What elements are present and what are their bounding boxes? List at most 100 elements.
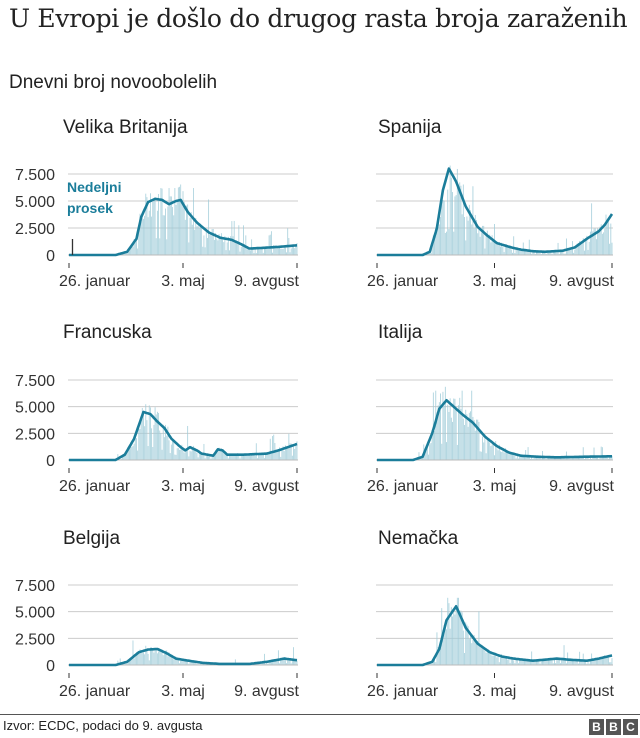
daily-bar: [202, 454, 204, 460]
daily-bar: [254, 455, 256, 460]
daily-bar: [250, 250, 251, 255]
daily-bar: [144, 654, 146, 665]
bbc-logo: B B C: [589, 719, 638, 735]
daily-bar: [193, 660, 194, 665]
daily-bar: [255, 443, 257, 460]
daily-bar: [512, 658, 513, 665]
daily-bar: [184, 219, 186, 255]
daily-bar: [585, 659, 587, 665]
daily-bar: [158, 194, 160, 255]
weekly-average-line: [68, 197, 298, 257]
daily-bar: [165, 424, 166, 460]
daily-bar: [598, 458, 600, 460]
daily-bar: [495, 652, 497, 665]
daily-bar: [471, 224, 473, 255]
daily-bar: [290, 443, 292, 460]
daily-bar: [581, 457, 583, 460]
daily-bar: [553, 250, 555, 255]
daily-bar: [582, 238, 584, 255]
daily-bar: [522, 456, 524, 460]
daily-bar: [139, 429, 141, 460]
daily-bar: [284, 445, 286, 460]
daily-bar: [136, 237, 137, 255]
daily-bar: [141, 215, 143, 255]
x-tick-label: 26. januar: [59, 478, 131, 495]
daily-bar: [148, 405, 150, 460]
daily-bar: [272, 436, 274, 460]
daily-bar: [491, 444, 493, 460]
daily-bar: [254, 249, 256, 255]
daily-bar: [444, 232, 446, 255]
daily-bar: [526, 249, 528, 255]
daily-bar: [609, 457, 611, 460]
daily-bar: [546, 456, 548, 460]
panel-title-belgium: Belgija: [63, 528, 121, 549]
daily-bar: [497, 244, 499, 255]
daily-bar: [230, 236, 232, 255]
daily-bar: [600, 446, 602, 460]
daily-bar: [141, 407, 143, 460]
daily-bar: [140, 419, 142, 460]
daily-bar: [252, 248, 254, 255]
daily-bar: [453, 612, 455, 665]
daily-bar: [146, 197, 148, 255]
daily-bar: [272, 659, 274, 665]
daily-bar: [598, 659, 600, 665]
daily-bar: [161, 649, 163, 665]
daily-bar: [146, 420, 148, 460]
daily-bar: [139, 649, 141, 665]
daily-bar: [260, 455, 262, 460]
daily-bar: [476, 642, 477, 665]
daily-bar: [218, 447, 220, 460]
daily-bar: [134, 432, 136, 460]
daily-bar: [280, 456, 282, 460]
daily-bar: [155, 414, 157, 460]
daily-bar: [179, 186, 180, 255]
daily-bar: [173, 441, 175, 460]
daily-bar: [452, 616, 453, 665]
daily-bar: [476, 220, 477, 255]
daily-bar: [454, 398, 456, 460]
daily-bar: [595, 457, 597, 460]
daily-bar: [603, 657, 605, 665]
daily-bar: [467, 626, 469, 665]
daily-bar: [450, 417, 452, 460]
daily-bar: [588, 241, 590, 255]
daily-bar: [594, 657, 596, 665]
daily-bar: [553, 658, 555, 665]
daily-bar: [284, 658, 286, 665]
daily-bar: [217, 240, 219, 255]
daily-bar: [606, 655, 608, 665]
daily-bar: [442, 630, 444, 665]
daily-bar: [480, 644, 482, 665]
daily-bar: [591, 458, 593, 460]
daily-bar: [149, 407, 151, 460]
weekly-average-line: [68, 647, 298, 667]
daily-bar: [516, 454, 518, 460]
daily-bar: [220, 233, 222, 255]
daily-bar: [155, 648, 157, 665]
daily-bar: [488, 236, 489, 255]
daily-bar: [267, 663, 269, 665]
daily-bar: [500, 246, 501, 255]
daily-bar: [473, 420, 475, 460]
daily-bar: [508, 246, 510, 255]
daily-bar: [470, 634, 471, 665]
daily-bar: [568, 247, 570, 255]
x-tick-label: 3. maj: [161, 478, 205, 495]
daily-bar: [589, 659, 591, 665]
daily-bar: [138, 229, 140, 255]
daily-bar: [531, 253, 533, 255]
daily-bar: [548, 251, 549, 255]
daily-bar: [450, 607, 452, 665]
daily-bar: [489, 442, 491, 460]
daily-bar: [518, 458, 519, 460]
daily-bar: [193, 445, 194, 460]
daily-bar: [262, 252, 264, 255]
daily-bar: [261, 452, 263, 460]
daily-bar: [286, 663, 287, 665]
daily-bar: [580, 241, 582, 255]
daily-bar: [555, 250, 557, 255]
chart-title: U Evropi je došlo do drugog rasta broja …: [9, 4, 628, 33]
daily-bar: [610, 455, 612, 460]
